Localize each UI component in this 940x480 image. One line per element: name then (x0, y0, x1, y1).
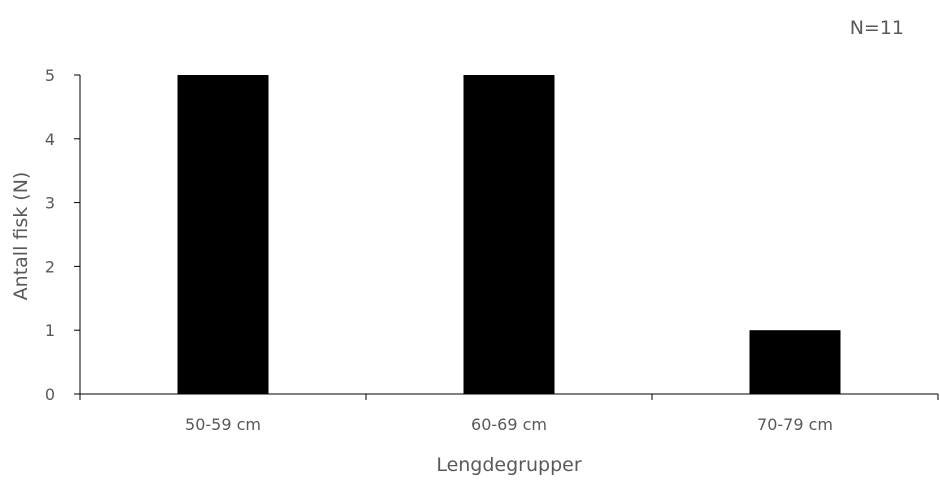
sample-size-annotation: N=11 (850, 17, 904, 39)
y-tick-label: 2 (45, 257, 55, 276)
y-axis: 0 1 2 3 4 5 (45, 66, 81, 404)
y-tick-label: 1 (45, 321, 55, 340)
bars-group (177, 75, 841, 394)
y-tick-label: 5 (45, 66, 55, 85)
bar-70-79-cm (749, 330, 841, 394)
y-tick-label: 4 (45, 130, 55, 149)
x-tick-label: 50-59 cm (185, 415, 261, 434)
x-tick-label: 70-79 cm (757, 415, 833, 434)
y-axis-title: Antall fisk (N) (10, 172, 32, 301)
y-tick-label: 3 (45, 194, 55, 213)
y-tick-label: 0 (45, 385, 55, 404)
bar-50-59-cm (177, 75, 269, 394)
x-axis: 50-59 cm 60-69 cm 70-79 cm (79, 393, 939, 434)
x-tick-label: 60-69 cm (471, 415, 547, 434)
x-axis-title: Lengdegrupper (436, 454, 582, 476)
bar-60-69-cm (463, 75, 555, 394)
